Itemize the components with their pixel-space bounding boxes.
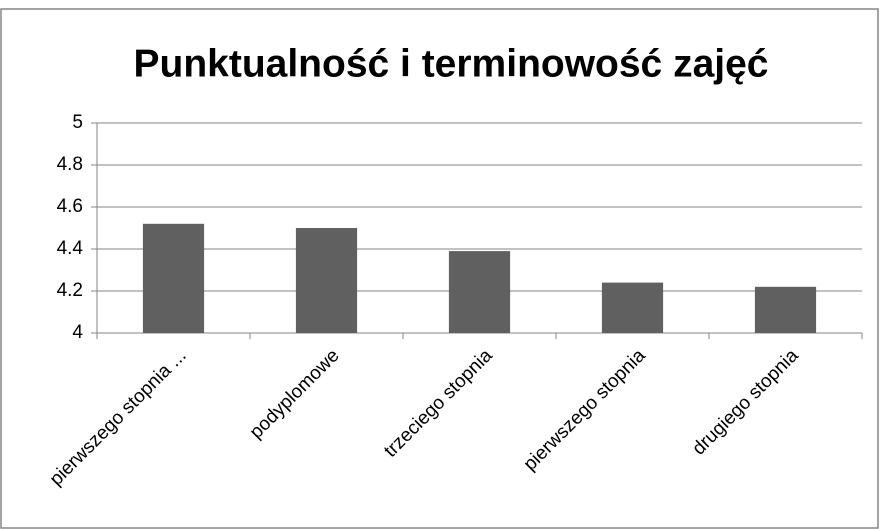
y-tick-label: 5	[72, 112, 83, 133]
bar	[448, 251, 511, 333]
chart-border	[0, 8, 879, 529]
bar	[295, 228, 358, 333]
bar	[754, 286, 817, 333]
bar	[142, 223, 205, 333]
y-tick-label: 4	[72, 322, 83, 343]
bar	[601, 282, 664, 333]
y-tick-label: 4.6	[57, 196, 83, 217]
y-tick-label: 4.2	[57, 280, 83, 301]
y-tick-label: 4.8	[57, 154, 83, 175]
y-tick-label: 4.4	[57, 238, 84, 259]
chart-title: Punktualność i terminowość zajęć	[133, 42, 768, 85]
